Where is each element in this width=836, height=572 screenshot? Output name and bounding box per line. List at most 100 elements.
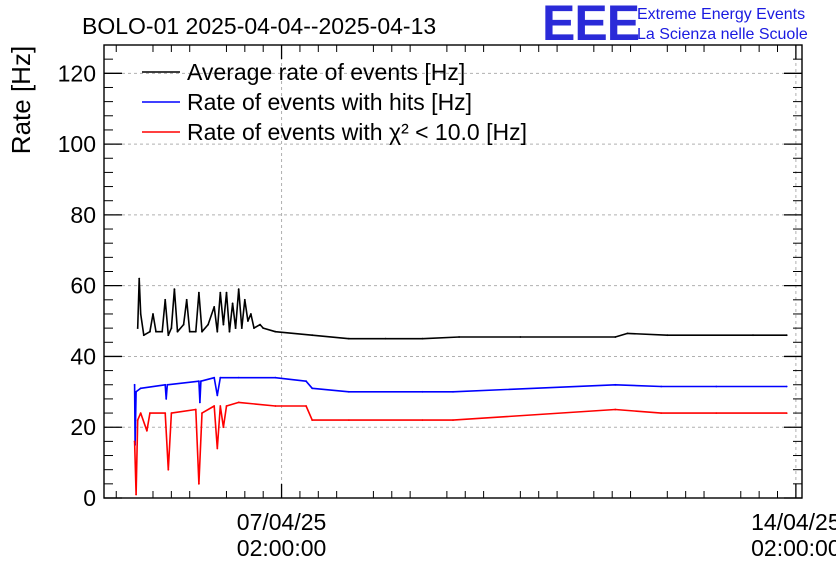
data-point-average-rate [348,337,350,340]
data-point-average-rate [274,330,277,333]
data-point-chi2-rate [660,412,663,414]
data-point-average-rate [198,291,200,294]
y-tick-label: 20 [70,414,96,440]
data-point-hits-rate [200,380,202,383]
data-point-chi2-rate [785,412,788,414]
y-tick-label: 120 [58,60,96,86]
data-point-average-rate [247,320,249,322]
data-point-chi2-rate [225,405,228,407]
data-point-hits-rate [199,401,201,404]
data-point-average-rate [139,313,142,315]
data-point-average-rate [614,336,617,338]
data-point-average-rate [207,323,210,326]
data-point-chi2-rate [194,408,197,411]
data-point-chi2-rate [216,447,219,450]
data-point-hits-rate [164,383,167,386]
eee-logo-line2: La Scienza nelle Scuole [637,26,808,43]
data-point-hits-rate [614,383,617,386]
axis-ticks: 02040608010012007/04/2502:00:0014/04/250… [58,44,836,561]
data-point-hits-rate [421,390,424,393]
data-point-chi2-rate [170,412,173,414]
data-point-average-rate [161,330,164,333]
data-point-chi2-rate [167,468,170,471]
data-point-average-rate [142,334,145,337]
data-point-hits-rate [166,383,169,386]
data-point-chi2-rate [237,401,240,404]
data-point-hits-rate [135,390,138,393]
data-point-average-rate [170,327,173,329]
data-point-hits-rate [165,398,168,400]
series-line-chi2-rate [133,401,787,496]
y-tick-label: 40 [70,343,96,369]
data-point-average-rate [167,334,170,337]
data-point-average-rate [152,313,154,315]
eee-logo-line1: Extreme Energy Events [637,6,805,23]
eee-logo: EEE Extreme Energy Events La Scienza nel… [542,0,808,51]
data-point-hits-rate [237,376,240,379]
data-point-average-rate [626,332,629,335]
data-point-average-rate [253,327,255,329]
data-point-average-rate [458,336,460,338]
data-point-hits-rate [219,376,222,379]
data-point-chi2-rate [452,419,454,421]
x-tick-date: 07/04/25 [237,509,327,535]
data-point-chi2-rate [614,408,617,411]
data-point-average-rate [194,330,197,333]
data-point-hits-rate [660,385,663,388]
data-point-average-rate [149,330,151,333]
data-point-average-rate [188,330,191,333]
data-point-average-rate [185,298,188,301]
data-point-chi2-rate [149,412,151,414]
data-point-chi2-rate [198,482,200,485]
data-point-chi2-rate [311,419,314,421]
legend-label-hits: Rate of events with hits [Hz] [187,89,472,115]
data-point-average-rate [421,337,424,340]
data-point-average-rate [231,302,234,305]
data-point-average-rate [213,306,216,308]
y-tick-label: 100 [58,131,96,157]
data-point-average-rate [136,327,139,329]
data-point-hits-rate [139,387,142,390]
data-point-average-rate [173,288,176,291]
legend-label-chi2: Rate of events with χ² < 10.0 [Hz] [187,119,527,145]
y-tick-label: 0 [83,485,96,511]
series-line-average-rate [136,277,787,340]
y-tick-label: 80 [70,202,96,228]
data-point-hits-rate [133,383,136,386]
data-point-average-rate [219,291,222,294]
data-point-average-rate [519,336,522,338]
data-point-average-rate [222,323,225,326]
data-point-hits-rate [311,387,314,390]
data-point-chi2-rate [213,405,216,407]
y-axis-label: Rate [Hz] [6,46,36,154]
data-point-chi2-rate [201,412,203,414]
data-point-hits-rate [305,380,307,383]
data-point-average-rate [262,327,265,329]
data-point-average-rate [138,277,141,280]
x-tick-time: 02:00:00 [751,535,836,561]
data-point-average-rate [237,288,240,291]
chart-title: BOLO-01 2025-04-04--2025-04-13 [82,13,436,39]
data-point-hits-rate [715,385,718,388]
data-point-hits-rate [348,390,350,393]
data-point-chi2-rate [348,419,350,421]
data-point-chi2-rate [222,426,225,429]
data-point-chi2-rate [421,419,424,421]
data-point-chi2-rate [146,429,148,432]
data-point-average-rate [228,330,231,333]
data-point-average-rate [384,337,387,340]
x-tick-time: 02:00:00 [237,535,327,561]
grid [104,45,802,498]
data-point-chi2-rate [715,412,718,414]
data-point-average-rate [225,291,228,294]
data-point-average-rate [234,327,237,329]
data-point-average-rate [666,334,669,337]
data-point-hits-rate [198,380,200,383]
legend: Average rate of events [Hz] Rate of even… [142,59,527,145]
data-point-chi2-rate [274,405,277,407]
data-point-chi2-rate [139,412,142,414]
y-tick-label: 60 [70,273,96,299]
data-point-hits-rate [452,390,454,393]
data-point-hits-rate [785,385,788,388]
